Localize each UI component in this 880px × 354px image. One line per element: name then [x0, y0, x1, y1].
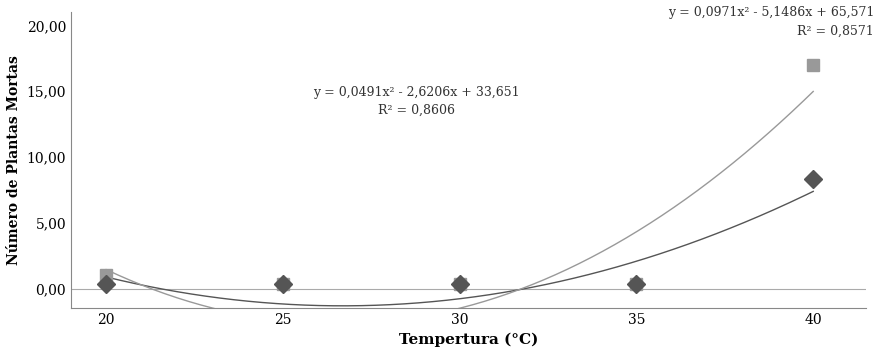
X-axis label: Tempertura (°C): Tempertura (°C)	[399, 333, 539, 347]
Text: y = 0,0971x² - 5,1486x + 65,571
R² = 0,8571: y = 0,0971x² - 5,1486x + 65,571 R² = 0,8…	[668, 6, 874, 38]
Y-axis label: Número de Plantas Mortas: Número de Plantas Mortas	[7, 55, 21, 265]
Text: y = 0,0491x² - 2,6206x + 33,651
R² = 0,8606: y = 0,0491x² - 2,6206x + 33,651 R² = 0,8…	[313, 86, 520, 117]
